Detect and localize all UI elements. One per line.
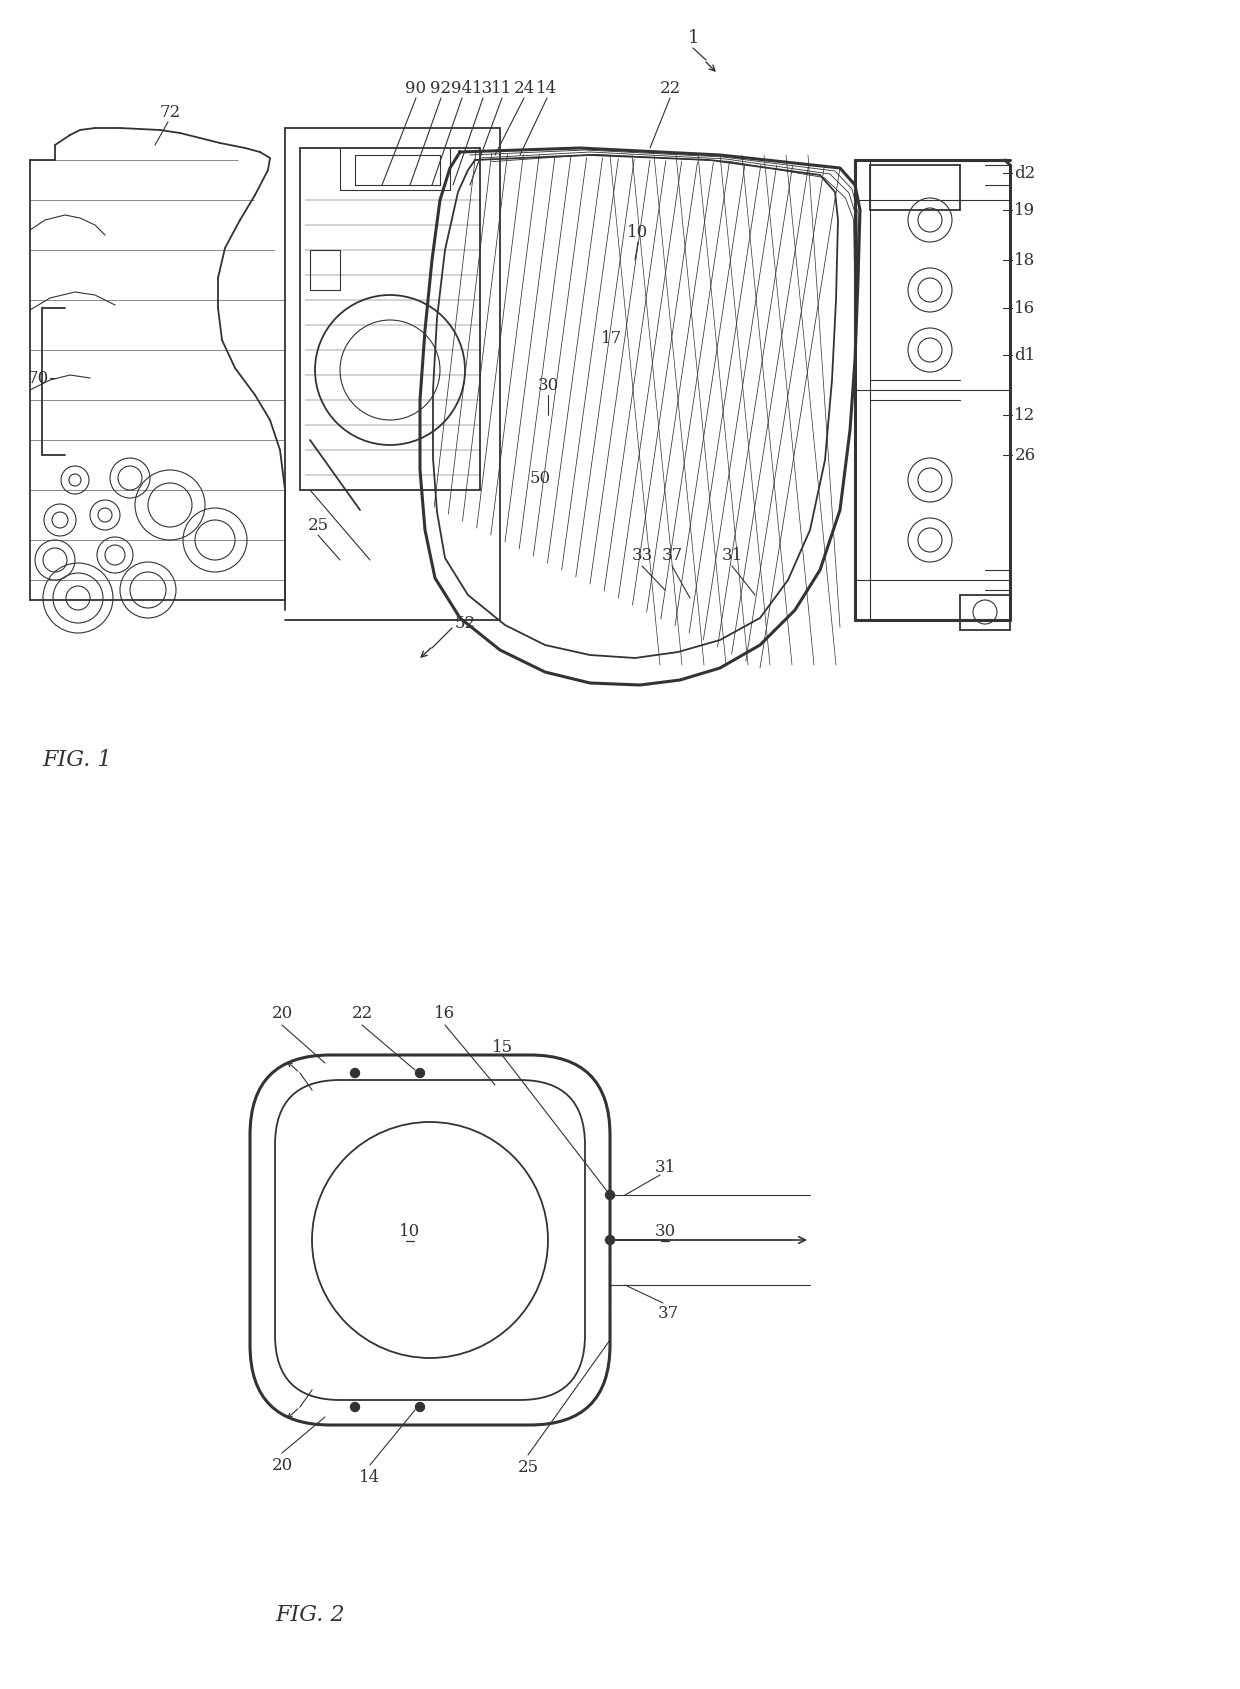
Text: 72: 72 <box>160 103 181 120</box>
Text: 19: 19 <box>1014 201 1035 218</box>
Text: 92: 92 <box>430 79 451 96</box>
Text: 22: 22 <box>351 1005 373 1022</box>
Circle shape <box>415 1402 424 1412</box>
Text: 20: 20 <box>272 1005 293 1022</box>
Text: 30: 30 <box>655 1223 676 1240</box>
Text: 10: 10 <box>399 1223 420 1240</box>
Text: FIG. 2: FIG. 2 <box>275 1605 345 1627</box>
Text: 24: 24 <box>513 79 534 96</box>
Text: d2: d2 <box>1014 164 1035 181</box>
Text: 25: 25 <box>308 517 329 534</box>
Text: 52: 52 <box>454 615 476 632</box>
Text: 94: 94 <box>451 79 472 96</box>
Circle shape <box>351 1402 360 1412</box>
Text: 50: 50 <box>529 470 551 486</box>
Text: 14: 14 <box>360 1468 381 1486</box>
Text: 22: 22 <box>660 79 681 96</box>
Circle shape <box>605 1235 615 1245</box>
Text: 12: 12 <box>1014 407 1035 424</box>
Text: 70: 70 <box>27 370 48 387</box>
Text: 37: 37 <box>661 547 683 564</box>
Text: 30: 30 <box>537 377 559 394</box>
Text: 15: 15 <box>491 1039 512 1056</box>
Text: d1: d1 <box>1014 346 1035 363</box>
Text: 14: 14 <box>537 79 558 96</box>
Text: 18: 18 <box>1014 252 1035 269</box>
Text: 1: 1 <box>687 29 699 47</box>
Text: 37: 37 <box>657 1304 678 1321</box>
Text: 10: 10 <box>627 223 649 240</box>
Text: 26: 26 <box>1014 446 1035 463</box>
Text: 90: 90 <box>405 79 427 96</box>
Text: 13: 13 <box>472 79 494 96</box>
Circle shape <box>415 1069 424 1078</box>
Text: 11: 11 <box>491 79 512 96</box>
Circle shape <box>605 1191 615 1199</box>
Text: 33: 33 <box>631 547 652 564</box>
Text: 20: 20 <box>272 1456 293 1473</box>
Text: 16: 16 <box>434 1005 455 1022</box>
Text: 31: 31 <box>722 547 743 564</box>
Text: 25: 25 <box>517 1459 538 1476</box>
Circle shape <box>351 1069 360 1078</box>
Text: FIG. 1: FIG. 1 <box>42 748 112 770</box>
Text: 31: 31 <box>655 1159 676 1176</box>
Text: 16: 16 <box>1014 299 1035 316</box>
Text: 17: 17 <box>601 329 622 346</box>
